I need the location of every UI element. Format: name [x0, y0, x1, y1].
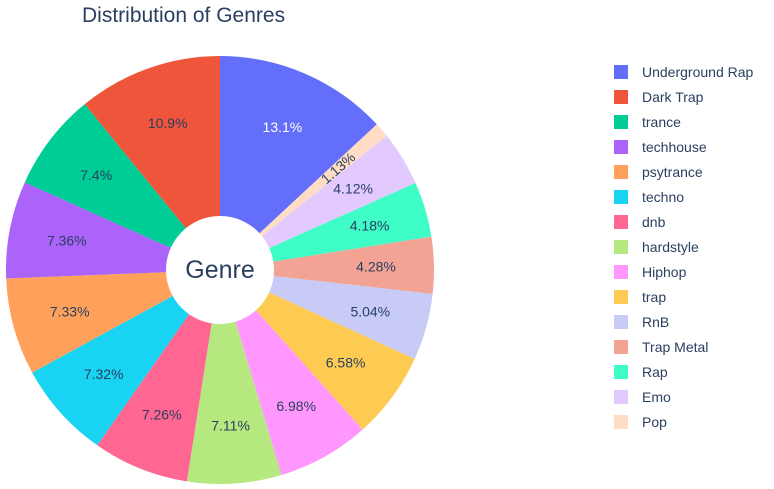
- legend-swatch: [614, 340, 628, 354]
- slice-label-trap: 6.58%: [326, 355, 366, 371]
- legend-swatch: [614, 115, 628, 129]
- legend-swatch: [614, 390, 628, 404]
- donut-hole: [166, 216, 274, 324]
- legend-swatch: [614, 190, 628, 204]
- legend-swatch: [614, 140, 628, 154]
- legend-item-trance[interactable]: trance: [614, 114, 681, 130]
- slice-label-techno: 7.32%: [84, 366, 124, 382]
- pie-slices: [5, 55, 434, 485]
- legend-label: Dark Trap: [642, 89, 704, 105]
- legend-item-dark-trap[interactable]: Dark Trap: [614, 89, 704, 105]
- legend-item-trap[interactable]: trap: [614, 289, 666, 305]
- pie-slice-rnb: [220, 270, 433, 359]
- slice-label-techhouse: 7.36%: [47, 232, 87, 248]
- legend-label: dnb: [642, 214, 666, 230]
- legend-label: psytrance: [642, 164, 703, 180]
- slice-label-rnb: 5.04%: [350, 304, 390, 320]
- legend-item-dnb[interactable]: dnb: [614, 214, 666, 230]
- pie-slice-techno: [32, 270, 221, 446]
- pie-slice-hardstyle: [186, 270, 282, 485]
- slice-label-trance: 7.4%: [80, 167, 112, 183]
- slice-label-psytrance: 7.33%: [50, 304, 90, 320]
- pie-slice-underground-rap: [220, 55, 377, 270]
- legend-label: RnB: [642, 314, 669, 330]
- slice-label-trap-metal: 4.28%: [356, 259, 396, 275]
- legend-swatch: [614, 65, 628, 79]
- legend-swatch: [614, 240, 628, 254]
- legend-label: Hiphop: [642, 264, 687, 280]
- pie-slice-hiphop: [220, 270, 363, 476]
- legend-label: trap: [642, 289, 666, 305]
- legend-item-pop[interactable]: Pop: [614, 414, 667, 430]
- legend-label: Rap: [642, 364, 668, 380]
- pie-slice-techhouse: [5, 182, 221, 279]
- legend-swatch: [614, 215, 628, 229]
- legend-swatch: [614, 90, 628, 104]
- pie-slice-trap: [220, 270, 415, 430]
- legend-item-techno[interactable]: techno: [614, 189, 684, 205]
- legend: Underground Rap Dark Trap trance techhouse p…: [614, 64, 754, 430]
- slice-label-hiphop: 6.98%: [276, 398, 316, 414]
- pie-slice-dark-trap: [84, 56, 220, 270]
- pie-slice-rap: [220, 182, 432, 270]
- pie-slice-psytrance: [6, 270, 221, 373]
- pie-slice-dnb: [97, 270, 220, 482]
- legend-label: hardstyle: [642, 239, 699, 255]
- legend-swatch: [614, 315, 628, 329]
- legend-label: Emo: [642, 389, 671, 405]
- pie-slice-trap-metal: [220, 236, 434, 294]
- legend-item-psytrance[interactable]: psytrance: [614, 164, 703, 180]
- legend-item-techhouse[interactable]: techhouse: [614, 139, 707, 155]
- legend-item-underground-rap[interactable]: Underground Rap: [614, 64, 754, 80]
- legend-swatch: [614, 415, 628, 429]
- legend-item-hiphop[interactable]: Hiphop: [614, 264, 687, 280]
- slice-label-emo: 4.12%: [333, 181, 373, 197]
- chart-title: Distribution of Genres: [82, 4, 285, 27]
- legend-item-emo[interactable]: Emo: [614, 389, 671, 405]
- slice-label-underground-rap: 13.1%: [263, 119, 303, 135]
- legend-item-rnb[interactable]: RnB: [614, 314, 669, 330]
- pie-slice-pop: [220, 124, 387, 271]
- legend-swatch: [614, 290, 628, 304]
- pie-slice-emo: [220, 135, 416, 270]
- legend-swatch: [614, 365, 628, 379]
- pie-slice-trance: [24, 104, 220, 270]
- legend-item-trap-metal[interactable]: Trap Metal: [614, 339, 708, 355]
- legend-label: Trap Metal: [642, 339, 708, 355]
- legend-label: trance: [642, 114, 681, 130]
- legend-item-hardstyle[interactable]: hardstyle: [614, 239, 699, 255]
- center-label: Genre: [185, 256, 254, 284]
- legend-label: techno: [642, 189, 684, 205]
- slice-label-rap: 4.18%: [350, 218, 390, 234]
- legend-label: Pop: [642, 414, 667, 430]
- legend-label: techhouse: [642, 139, 707, 155]
- legend-label: Underground Rap: [642, 64, 754, 80]
- pie-slice-labels: 13.1%1.13%4.12%4.18%4.28%5.04%6.58%6.98%…: [47, 115, 396, 434]
- slice-label-hardstyle: 7.11%: [211, 418, 250, 434]
- legend-item-rap[interactable]: Rap: [614, 364, 668, 380]
- legend-swatch: [614, 265, 628, 279]
- slice-label-dark-trap: 10.9%: [148, 115, 188, 131]
- legend-swatch: [614, 165, 628, 179]
- slice-label-dnb: 7.26%: [142, 407, 182, 423]
